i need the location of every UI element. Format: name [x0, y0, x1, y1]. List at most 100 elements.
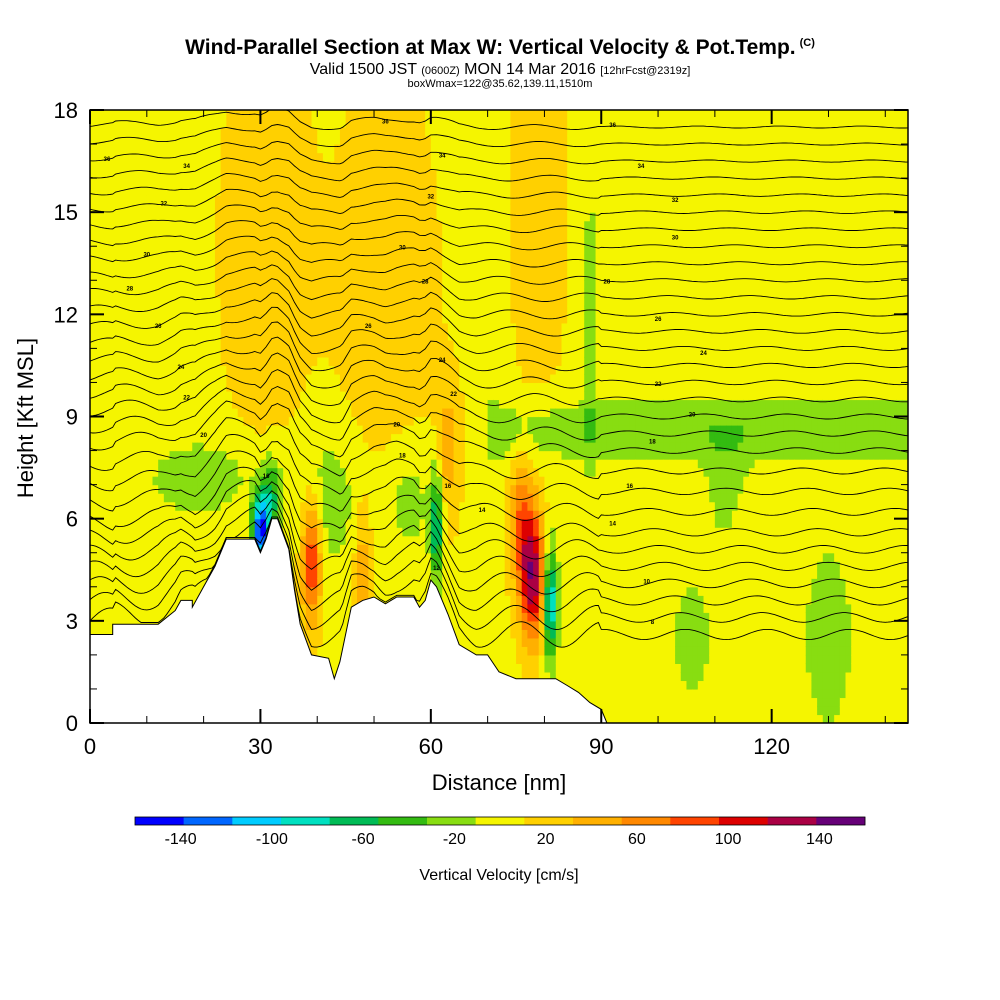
velocity-cell	[374, 348, 381, 358]
velocity-cell	[436, 450, 443, 460]
velocity-cell	[300, 612, 307, 622]
velocity-cell	[118, 365, 125, 375]
velocity-cell	[374, 425, 381, 435]
velocity-cell	[413, 544, 421, 554]
velocity-cell	[146, 322, 154, 332]
velocity-cell	[107, 544, 114, 554]
velocity-cell	[328, 527, 335, 537]
velocity-cell	[402, 152, 409, 162]
velocity-cell	[317, 110, 324, 120]
velocity-cell	[339, 578, 347, 588]
velocity-cell	[470, 407, 477, 418]
velocity-cell	[345, 382, 352, 392]
velocity-cell	[226, 297, 233, 307]
velocity-cell	[391, 186, 398, 196]
velocity-cell	[362, 586, 369, 596]
velocity-cell	[152, 382, 159, 392]
velocity-cell	[362, 118, 369, 128]
velocity-cell	[339, 493, 347, 503]
velocity-cell	[203, 373, 210, 384]
velocity-cell	[470, 586, 477, 596]
velocity-cell	[146, 399, 154, 409]
velocity-cell	[237, 280, 244, 290]
velocity-cell	[305, 118, 313, 128]
velocity-cell	[277, 161, 284, 171]
velocity-cell	[391, 416, 398, 426]
velocity-cell	[464, 305, 472, 315]
velocity-cell	[385, 339, 392, 349]
velocity-cell	[453, 373, 460, 384]
velocity-cell	[197, 186, 205, 196]
velocity-cell	[356, 476, 364, 486]
velocity-cell	[283, 263, 290, 273]
velocity-cell	[317, 552, 324, 562]
velocity-cell	[249, 425, 256, 435]
velocity-cell	[237, 484, 244, 494]
velocity-cell	[124, 484, 131, 494]
velocity-cell	[163, 450, 171, 460]
velocity-cell	[163, 399, 171, 409]
velocity-cell	[186, 595, 193, 605]
velocity-cell	[419, 518, 426, 528]
velocity-cell	[288, 169, 296, 179]
velocity-cell	[362, 339, 369, 349]
velocity-cell	[192, 339, 199, 349]
velocity-cell	[425, 552, 432, 562]
velocity-cell	[362, 322, 369, 332]
velocity-cell	[101, 569, 108, 579]
velocity-cell	[453, 433, 460, 443]
velocity-cell	[95, 433, 102, 443]
velocity-cell	[101, 127, 108, 137]
velocity-cell	[237, 467, 244, 477]
velocity-cell	[305, 135, 313, 145]
velocity-cell	[402, 339, 409, 349]
velocity-cell	[288, 518, 296, 528]
velocity-cell	[209, 561, 216, 571]
velocity-cell	[419, 442, 426, 452]
velocity-cell	[419, 178, 426, 188]
velocity-cell	[379, 118, 386, 128]
velocity-cell	[447, 127, 455, 137]
velocity-cell	[481, 586, 489, 596]
chart-boxw-note: boxWmax=122@35.62,139.11,1510m	[407, 78, 593, 90]
velocity-cell	[385, 297, 392, 307]
velocity-cell	[243, 510, 250, 520]
velocity-cell	[339, 620, 347, 630]
velocity-cell	[124, 110, 131, 120]
velocity-cell	[271, 382, 279, 392]
velocity-cell	[146, 110, 154, 120]
velocity-cell	[271, 246, 279, 256]
velocity-cell	[464, 484, 472, 494]
velocity-cell	[146, 288, 154, 298]
velocity-cell	[311, 356, 318, 367]
velocity-cell	[124, 263, 131, 273]
velocity-cell	[124, 118, 131, 128]
velocity-cell	[402, 288, 409, 298]
velocity-cell	[442, 229, 449, 239]
velocity-cell	[442, 237, 449, 247]
velocity-cell	[300, 620, 307, 630]
velocity-cell	[141, 527, 148, 537]
velocity-cell	[379, 595, 386, 605]
velocity-cell	[368, 229, 375, 239]
velocity-cell	[158, 271, 165, 281]
velocity-cell	[385, 476, 392, 486]
velocity-cell	[95, 348, 102, 358]
velocity-cell	[118, 467, 125, 477]
velocity-cell	[90, 390, 97, 401]
velocity-cell	[141, 144, 148, 154]
velocity-cell	[459, 586, 466, 596]
velocity-cell	[112, 152, 119, 162]
velocity-cell	[192, 178, 199, 188]
velocity-cell	[447, 237, 455, 247]
velocity-cell	[322, 373, 330, 384]
velocity-cell	[107, 331, 114, 341]
velocity-cell	[464, 195, 472, 205]
velocity-cell	[118, 612, 125, 622]
velocity-cell	[249, 348, 256, 358]
velocity-cell	[277, 459, 284, 469]
velocity-cell	[294, 339, 301, 349]
velocity-cell	[95, 314, 102, 324]
velocity-cell	[243, 484, 250, 494]
velocity-cell	[385, 510, 392, 520]
